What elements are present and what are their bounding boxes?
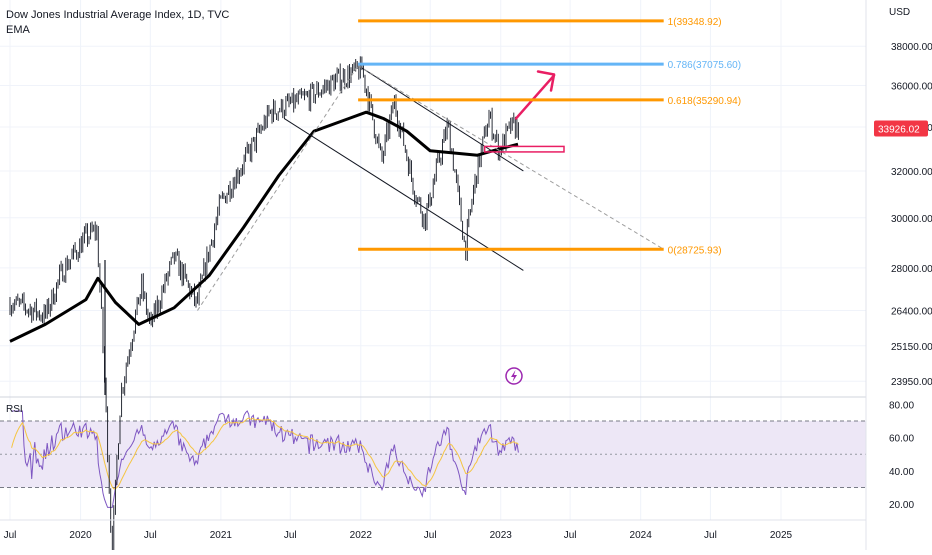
price-tick-label: 23950.00 [891,377,932,388]
time-tick-label: 2021 [210,530,233,541]
price-tick-label: 30000.00 [891,214,932,225]
price-tick-label: 25150.00 [891,342,932,353]
ema-indicator-label[interactable]: EMA [6,24,30,36]
price-tick-label: 32000.00 [891,167,932,178]
rsi-tick-label: 80.00 [889,400,914,411]
fib-level-label: 0.786(37075.60) [668,60,741,71]
fib-level-label: 0.618(35290.94) [668,96,741,107]
price-tick-label: 38000.00 [891,42,932,53]
time-tick-label: Jul [564,530,577,541]
time-tick-label: 2023 [490,530,513,541]
fib-level-label: 0(28725.93) [668,245,722,256]
price-tick-label: 28000.00 [891,264,932,275]
price-tick-label: 26400.00 [891,307,932,318]
lightning-icon[interactable] [505,367,523,385]
time-tick-label: Jul [4,530,17,541]
last-price-label: 33926.02 [878,125,920,136]
time-tick-label: 2022 [350,530,373,541]
channel-lower-line [283,118,524,271]
time-tick-label: Jul [144,530,157,541]
rsi-tick-label: 20.00 [889,500,914,511]
projection-arrow [514,74,556,120]
rsi-indicator-label[interactable]: RSI [6,404,23,415]
time-tick-label: 2020 [69,530,92,541]
time-tick-label: Jul [704,530,717,541]
channel-upper-line [357,65,524,172]
chart-title: Dow Jones Industrial Average Index, 1D, … [6,9,230,21]
time-tick-label: Jul [284,530,297,541]
fib-level-label: 1(39348.92) [668,17,722,28]
time-tick-label: 2024 [630,530,653,541]
ema-line [9,110,519,343]
time-tick-label: 2025 [770,530,793,541]
rsi-tick-label: 60.00 [889,434,914,445]
last-price-badge [874,120,928,137]
trend-dashed-line [357,65,664,250]
price-tick-label: 36000.00 [891,81,932,92]
time-tick-label: Jul [424,530,437,541]
rsi-ma-line [11,417,519,490]
rsi-tick-label: 40.00 [889,467,914,478]
currency-label: USD [889,7,910,18]
support-box [483,145,565,153]
projection-arrow-head [536,70,556,92]
